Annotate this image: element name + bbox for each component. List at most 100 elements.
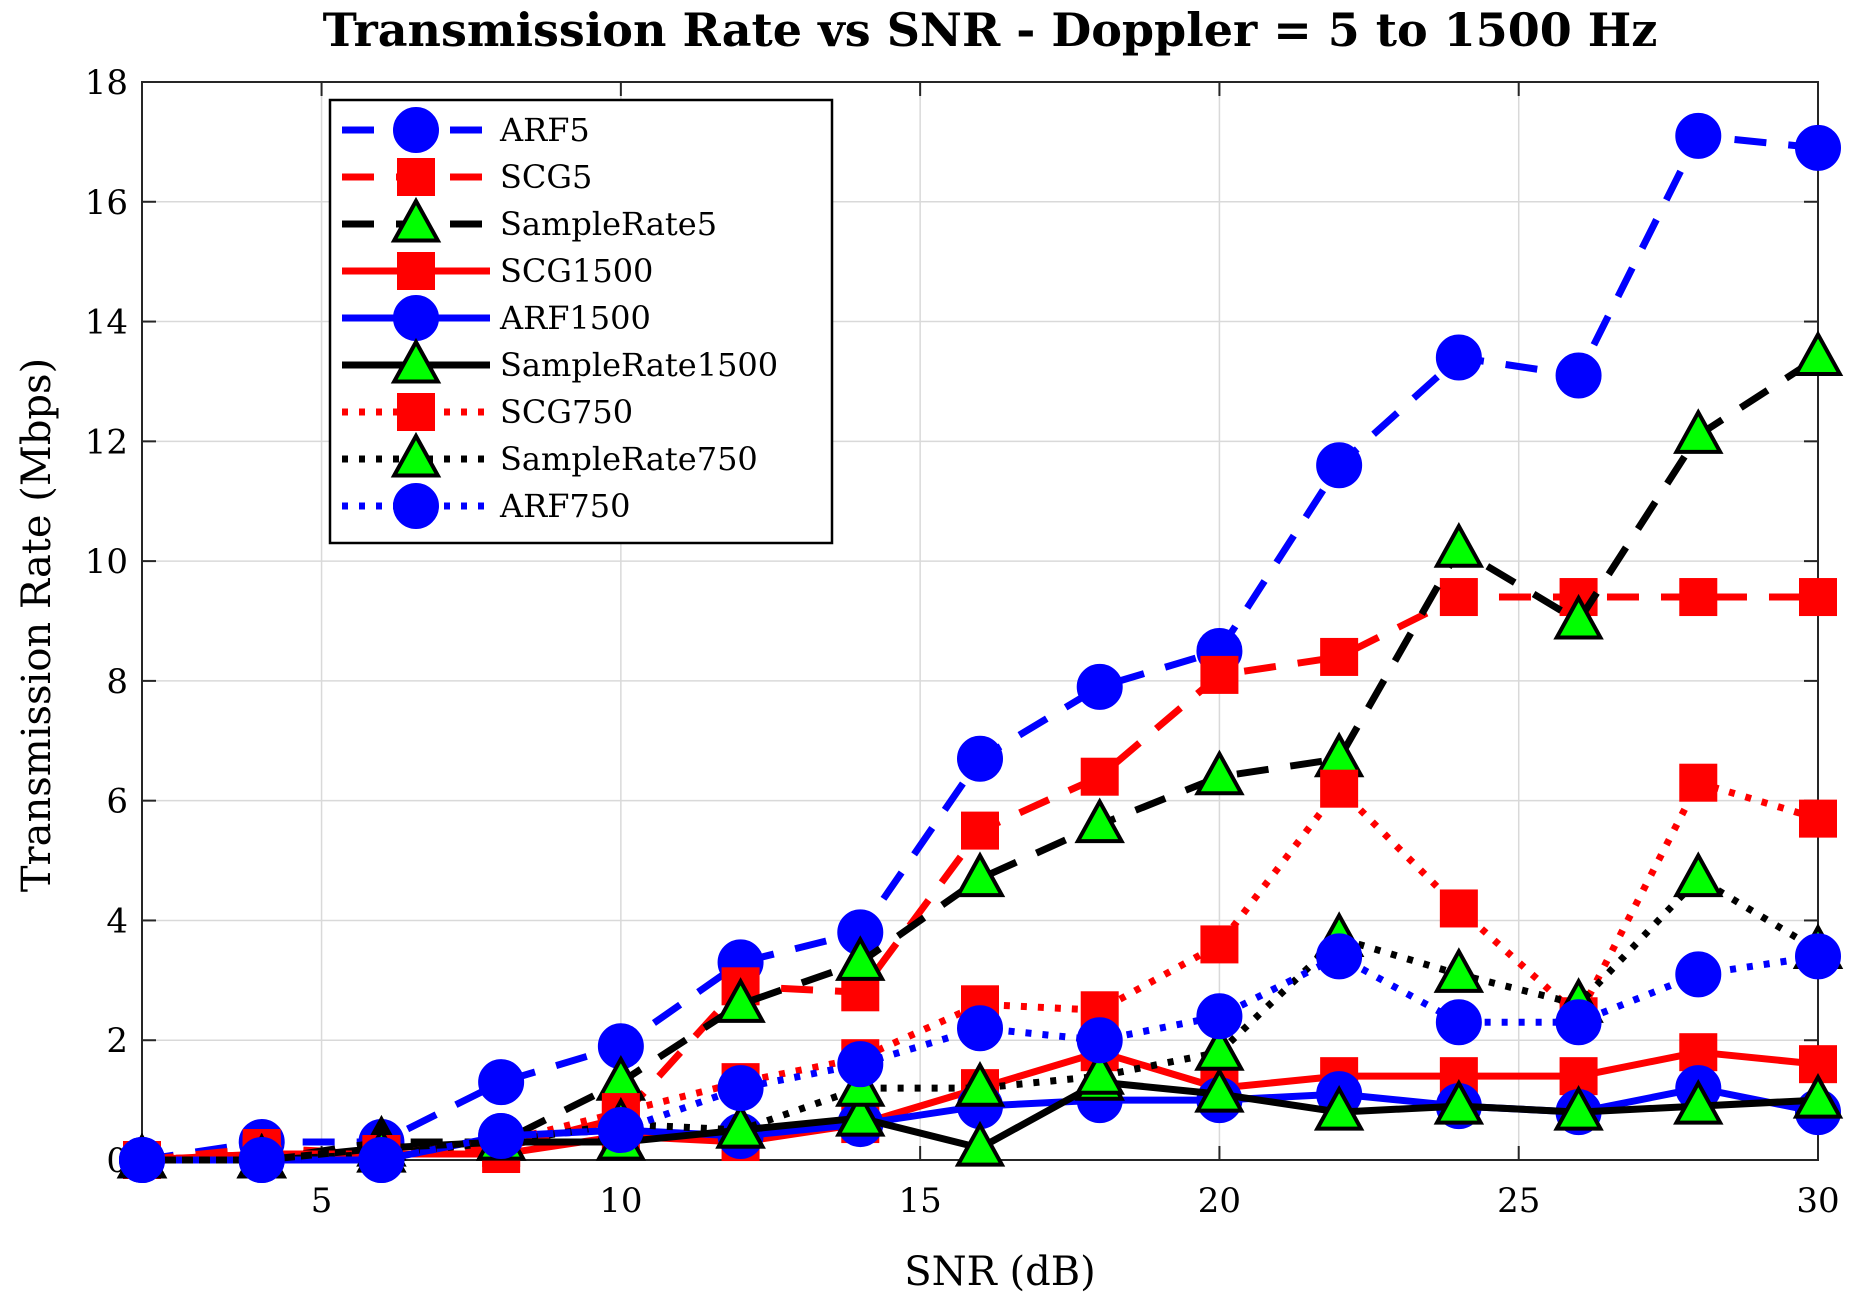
- data-point-scg750: [1439, 889, 1478, 928]
- data-point-samplerate1500: [1313, 1084, 1365, 1131]
- legend-marker-arf1500: [393, 295, 439, 341]
- data-point-scg750: [1679, 763, 1718, 802]
- data-point-arf5: [1675, 112, 1722, 159]
- data-point-arf5: [1795, 124, 1841, 171]
- series-line-samplerate5: [142, 354, 1820, 1164]
- legend-entry-samplerate1500: SampleRate1500: [342, 337, 778, 384]
- x-tick-label: 10: [599, 1181, 642, 1221]
- legend-label-arf1500: ARF1500: [499, 299, 651, 337]
- legend-marker-samplerate1500: [390, 337, 442, 384]
- y-axis-label: Transmission Rate (Mbps): [14, 358, 60, 892]
- series-line-samplerate750: [142, 875, 1820, 1164]
- x-tick-label: 15: [899, 1181, 942, 1221]
- data-point-arf5: [1555, 352, 1602, 399]
- data-point-samplerate750: [1433, 947, 1485, 993]
- legend-entry-arf1500: ARF1500: [342, 295, 651, 341]
- data-point-samplerate750: [1673, 851, 1724, 898]
- data-point-scg750: [1799, 799, 1837, 838]
- data-point-samplerate5: [1074, 797, 1125, 844]
- legend-entry-arf750: ARF750: [342, 483, 630, 529]
- y-tick-label: 4: [106, 901, 128, 941]
- data-point-arf5: [957, 735, 1003, 782]
- legend-label-scg750: SCG750: [500, 393, 633, 431]
- legend-entry-scg750: SCG750: [342, 393, 633, 431]
- data-point-arf5: [1076, 663, 1123, 710]
- data-point-scg5: [1679, 578, 1718, 617]
- data-point-scg5: [1080, 757, 1119, 796]
- data-point-arf750: [717, 1065, 764, 1112]
- data-point-arf750: [1316, 933, 1363, 980]
- data-point-samplerate5: [1673, 408, 1724, 454]
- y-tick-label: 2: [106, 1021, 128, 1061]
- data-point-samplerate5: [954, 851, 1006, 898]
- y-tick-label: 12: [85, 422, 128, 462]
- legend-entry-arf5: ARF5: [342, 107, 590, 153]
- series-arf5: [119, 112, 1841, 1183]
- data-point-arf750: [1435, 999, 1482, 1046]
- legend-label-samplerate5: SampleRate5: [500, 205, 717, 243]
- x-axis-label: SNR (dB): [904, 1249, 1095, 1295]
- legend-entry-samplerate5: SampleRate5: [342, 196, 717, 243]
- data-point-arf5: [1435, 334, 1482, 381]
- x-tick-label: 20: [1198, 1181, 1241, 1221]
- data-point-scg5: [1439, 578, 1478, 617]
- y-tick-label: 6: [106, 782, 128, 822]
- legend-label-samplerate1500: SampleRate1500: [500, 346, 778, 384]
- chart-title: Transmission Rate vs SNR - Doppler = 5 t…: [323, 3, 1658, 57]
- legend-label-arf5: ARF5: [499, 111, 590, 149]
- x-tick-label: 30: [1796, 1181, 1839, 1221]
- data-point-scg5: [1799, 578, 1837, 617]
- legend-label-scg1500: SCG1500: [500, 252, 653, 290]
- data-point-samplerate5: [1313, 731, 1365, 778]
- data-point-samplerate1500: [1673, 1078, 1724, 1125]
- data-point-arf750: [837, 1041, 884, 1088]
- data-point-arf750: [1196, 993, 1243, 1040]
- y-tick-label: 14: [85, 303, 128, 343]
- data-point-samplerate5: [715, 977, 766, 1023]
- y-tick-label: 16: [85, 183, 128, 223]
- x-tick-label: 5: [311, 1181, 333, 1221]
- legend: ARF5 SCG5 SampleRate5 SCG1500 ARF1500 SampleR…: [328, 98, 834, 545]
- data-point-samplerate5: [1194, 749, 1245, 796]
- data-point-scg5: [1200, 655, 1239, 694]
- data-point-samplerate5: [1792, 330, 1844, 377]
- data-point-scg5: [1320, 637, 1359, 676]
- data-point-samplerate750: [1194, 1025, 1245, 1071]
- legend-marker-scg750: [397, 393, 435, 431]
- y-tick-label: 10: [85, 542, 128, 582]
- data-point-arf5: [478, 1059, 525, 1106]
- data-point-arf750: [1555, 999, 1602, 1046]
- y-tick-label: 18: [85, 63, 128, 103]
- legend-marker-samplerate750: [390, 431, 442, 478]
- series-layer: [116, 112, 1844, 1183]
- data-point-scg5: [961, 811, 999, 850]
- data-point-arf750: [238, 1137, 285, 1183]
- data-point-scg750: [1320, 769, 1359, 808]
- data-point-samplerate5: [1433, 521, 1485, 568]
- data-point-samplerate1500: [1553, 1084, 1604, 1131]
- legend-label-scg5: SCG5: [500, 158, 592, 196]
- data-point-samplerate1500: [1194, 1066, 1245, 1113]
- y-tick-label: 8: [106, 662, 128, 702]
- legend-entry-scg1500: SCG1500: [342, 252, 653, 290]
- legend-marker-arf750: [393, 483, 439, 529]
- data-point-arf750: [957, 1005, 1003, 1052]
- legend-label-arf750: ARF750: [499, 487, 630, 525]
- data-point-arf750: [1795, 933, 1841, 980]
- data-point-arf750: [119, 1137, 165, 1183]
- data-point-arf750: [597, 1107, 644, 1154]
- x-tick-label: 25: [1497, 1181, 1540, 1221]
- data-point-arf750: [358, 1137, 405, 1183]
- legend-marker-scg1500: [397, 252, 435, 290]
- data-point-samplerate750: [715, 1102, 766, 1149]
- data-point-arf750: [478, 1113, 525, 1160]
- data-point-samplerate1500: [1433, 1078, 1485, 1125]
- data-point-arf750: [1076, 1017, 1123, 1064]
- series-arf750: [119, 933, 1841, 1183]
- data-point-samplerate5: [835, 935, 886, 981]
- data-point-arf750: [1675, 951, 1722, 998]
- data-point-samplerate1500: [954, 1120, 1006, 1167]
- data-point-samplerate1500: [835, 1090, 886, 1137]
